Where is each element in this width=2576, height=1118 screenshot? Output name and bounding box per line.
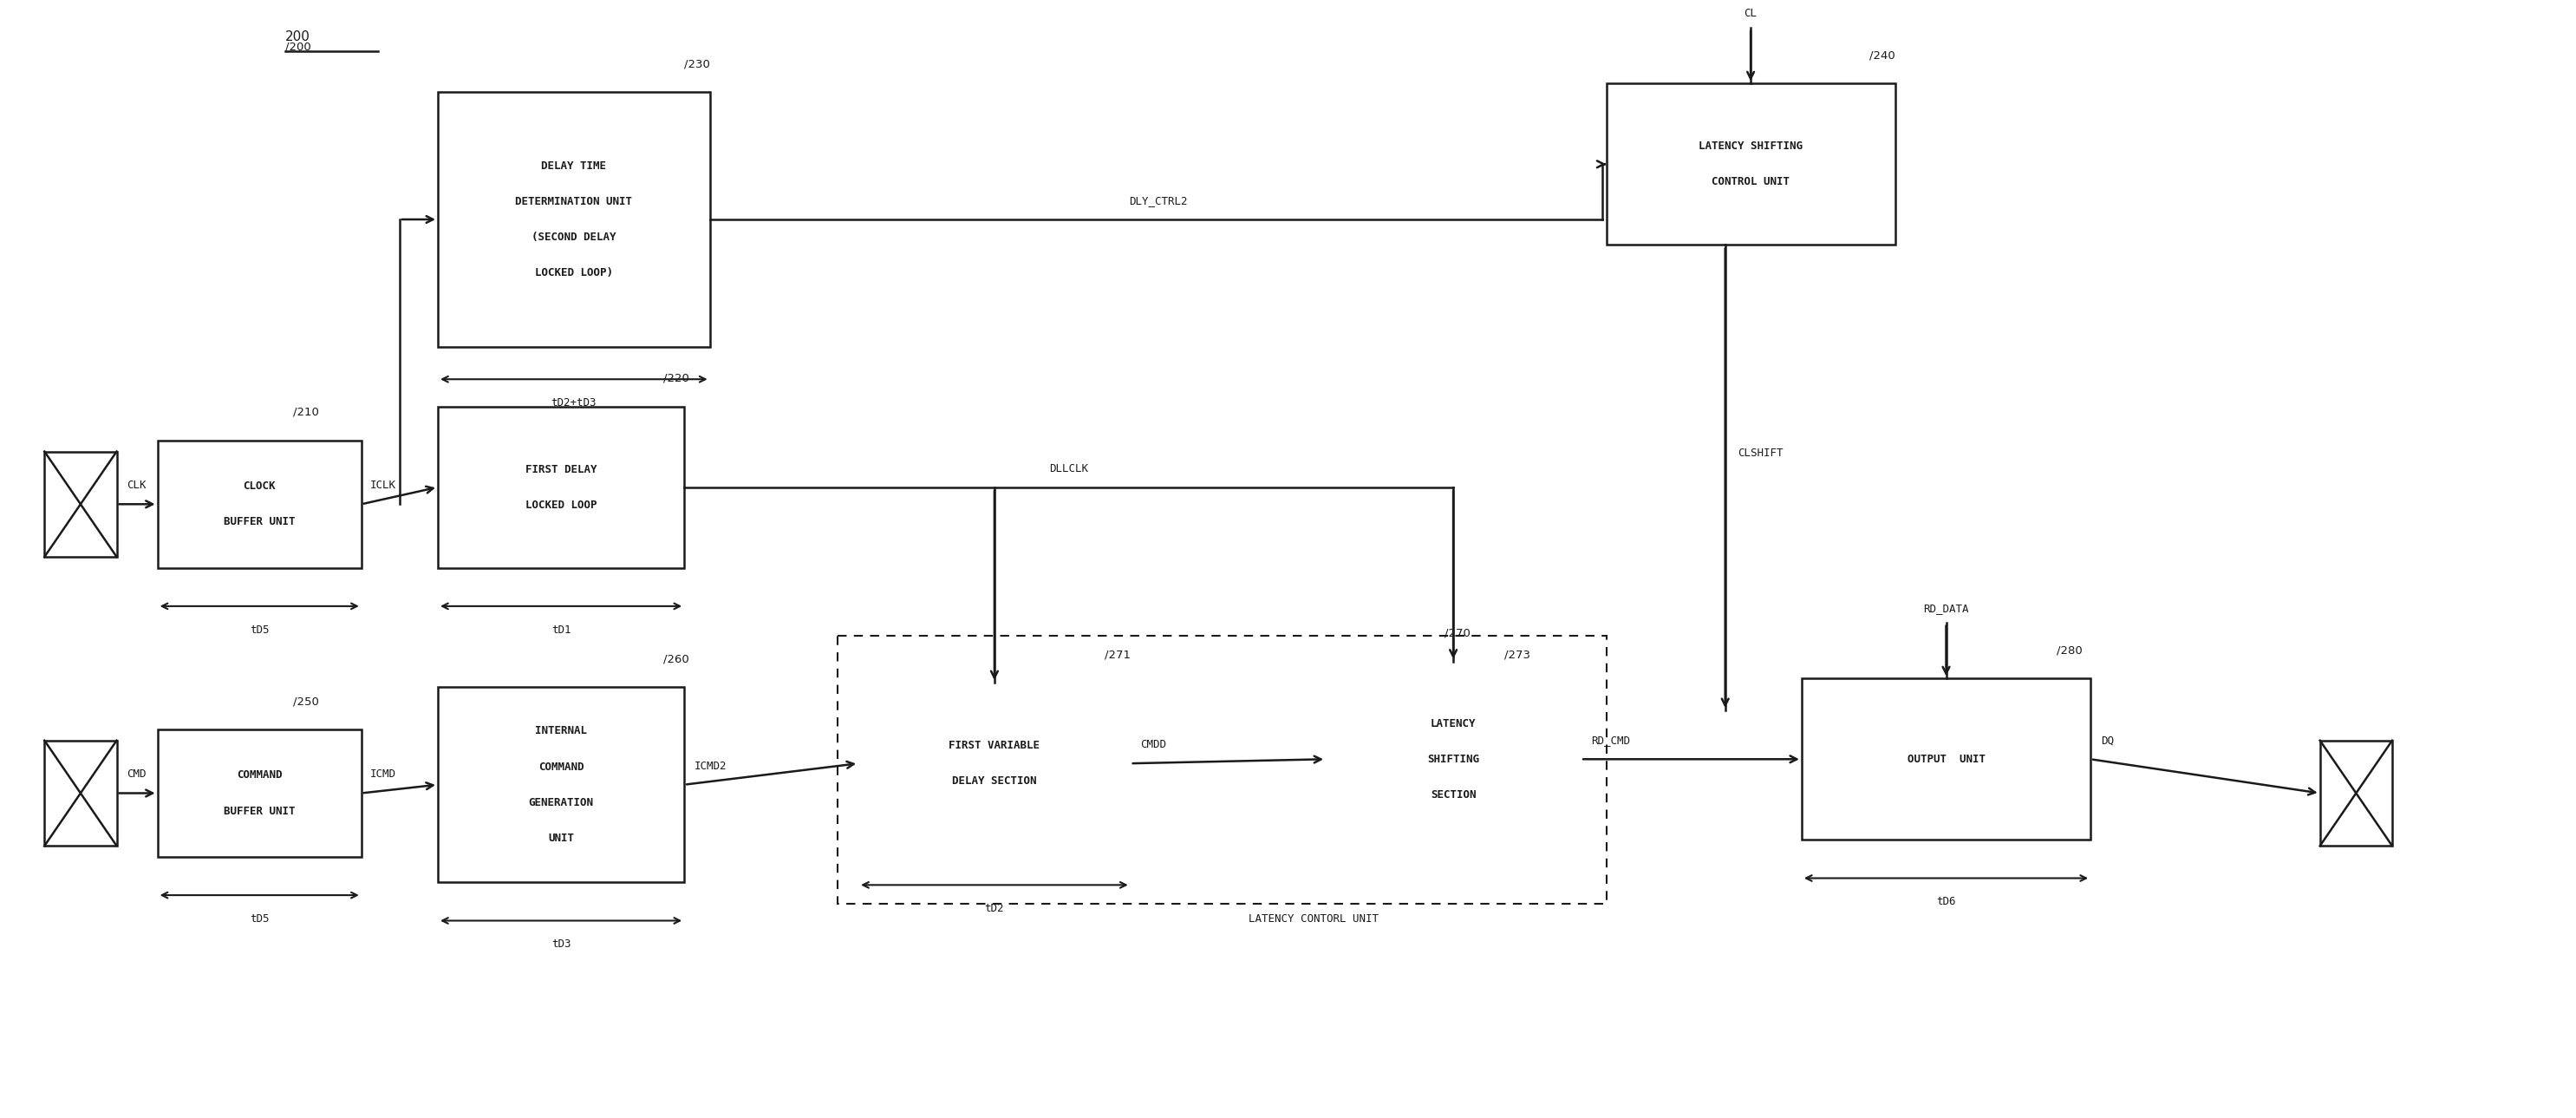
Text: CONTROL UNIT: CONTROL UNIT [1710,177,1790,188]
Text: BUFFER UNIT: BUFFER UNIT [224,517,296,528]
Text: CMDD: CMDD [1141,739,1167,750]
Text: LATENCY: LATENCY [1430,718,1476,729]
Text: tD2+tD3: tD2+tD3 [551,397,598,409]
Bar [1327,662,1582,856]
Bar [1801,679,2092,840]
Text: DLY_CTRL2: DLY_CTRL2 [1128,195,1188,207]
Text: 200: 200 [286,30,309,44]
Bar [438,686,685,882]
Text: FIRST VARIABLE: FIRST VARIABLE [948,740,1041,751]
Text: tD2: tD2 [984,903,1005,915]
Text: LOCKED LOOP: LOCKED LOOP [526,500,598,511]
Text: /210: /210 [294,407,319,418]
Text: COMMAND: COMMAND [237,769,283,781]
Text: tD5: tD5 [250,624,268,636]
Text: tD5: tD5 [250,913,268,925]
Text: CMD: CMD [126,769,147,780]
Text: /271: /271 [1105,648,1131,661]
Text: (SECOND DELAY: (SECOND DELAY [531,231,616,243]
Bar [2321,740,2393,846]
Text: SHIFTING: SHIFTING [1427,754,1479,765]
Text: CLSHIFT: CLSHIFT [1739,447,1783,458]
Text: LATENCY CONTORL UNIT: LATENCY CONTORL UNIT [1249,913,1378,925]
Bar [837,636,1607,903]
Text: DETERMINATION UNIT: DETERMINATION UNIT [515,196,631,207]
Text: GENERATION: GENERATION [528,797,592,808]
Text: OUTPUT  UNIT: OUTPUT UNIT [1906,754,1986,765]
Text: ICMD: ICMD [371,769,397,780]
Text: DELAY SECTION: DELAY SECTION [953,776,1036,787]
Text: CLOCK: CLOCK [242,481,276,492]
Text: /260: /260 [662,653,688,664]
Bar [157,440,361,568]
Text: SECTION: SECTION [1430,789,1476,800]
Text: /200: /200 [286,41,312,53]
Bar [44,740,116,846]
Text: tD1: tD1 [551,624,572,636]
Text: INTERNAL: INTERNAL [536,726,587,737]
Text: CL: CL [1744,8,1757,19]
Text: LATENCY SHIFTING: LATENCY SHIFTING [1698,141,1803,152]
Text: tD6: tD6 [1937,897,1955,908]
Text: RD_CMD: RD_CMD [1592,735,1631,746]
Text: FIRST DELAY: FIRST DELAY [526,464,598,475]
Text: /273: /273 [1504,648,1530,661]
Bar [438,92,711,347]
Text: CLK: CLK [126,480,147,491]
Text: /240: /240 [1870,49,1896,61]
Text: /220: /220 [662,372,688,383]
Text: UNIT: UNIT [549,833,574,844]
Text: DQ: DQ [2102,735,2115,746]
Bar [438,407,685,568]
Bar [44,452,116,557]
Text: /250: /250 [294,695,319,707]
Text: BUFFER UNIT: BUFFER UNIT [224,805,296,816]
Text: /230: /230 [685,58,711,69]
Text: /270: /270 [1445,627,1471,639]
Text: /280: /280 [2056,645,2081,656]
Text: ICLK: ICLK [371,480,397,491]
Bar [1607,84,1896,245]
Text: DLLCLK: DLLCLK [1048,463,1087,474]
Bar [858,683,1131,844]
Text: COMMAND: COMMAND [538,761,585,773]
Text: RD_DATA: RD_DATA [1924,603,1968,615]
Bar [157,729,361,856]
Text: DELAY TIME: DELAY TIME [541,160,605,171]
Text: tD3: tD3 [551,939,572,950]
Text: LOCKED LOOP): LOCKED LOOP) [536,267,613,278]
Text: ICMD2: ICMD2 [696,760,726,771]
